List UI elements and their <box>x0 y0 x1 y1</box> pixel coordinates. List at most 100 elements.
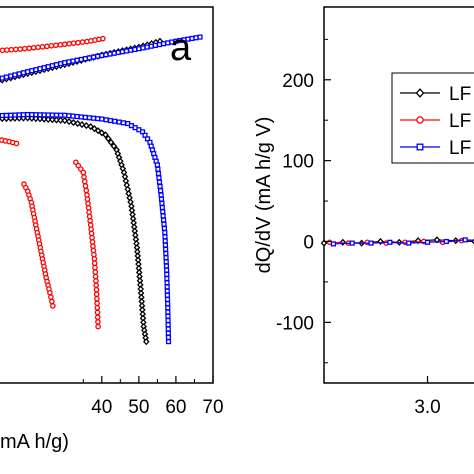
panel-a-series-2-curve-1-point <box>8 112 14 118</box>
panel-a-series-0-curve-3-point <box>93 278 99 284</box>
panel-a-series-2-curve-1-point <box>161 225 167 231</box>
panel-a-series-2-curve-1-point <box>20 112 26 118</box>
panel-a-series-2-curve-1-point <box>0 112 5 119</box>
panel-a-series-2-curve-1-point <box>165 305 171 311</box>
panel-a-series-2-curve-0-point <box>103 52 109 58</box>
panel-a-series-0-curve-2-point <box>50 303 56 309</box>
panel-a-series-2-curve-1-point <box>164 288 170 294</box>
panel-a-series-1-curve-1-point <box>83 121 90 130</box>
legend-entry-1-label: LF <box>449 111 471 132</box>
panel-a-series-0-curve-3-point <box>85 205 92 211</box>
panel-b-axis-ticks: -100 0 100 200 3.0 <box>276 38 441 418</box>
panel-a-series-0-curve-0-point <box>35 44 41 51</box>
panel-a-series-2-curve-0-point <box>78 56 84 63</box>
panel-a-series-2-curve-0-point <box>99 52 105 59</box>
panel-a-series-2-curve-1-point <box>162 230 168 236</box>
panel-a-series-1-curve-1-point <box>110 142 118 150</box>
panel-a-series-2-curve-1-point <box>158 196 165 202</box>
panel-a-series-1-curve-1-point <box>78 120 86 129</box>
panel-a-series-2-curve-1-point <box>165 334 171 340</box>
panel-a-series-2-curve-0-point <box>156 41 163 48</box>
panel-a-series-0-curve-3-point <box>92 269 99 275</box>
panel-a-series-0-curve-2-point <box>48 294 54 300</box>
panel-a-series-0-curve-0-point <box>44 43 50 50</box>
panel-a-series-2-curve-0-point <box>58 61 64 67</box>
panel-a-series-2-curve-1-point <box>95 116 101 122</box>
panel-a-plot-frame <box>0 6 214 384</box>
panel-a-series-2-curve-1-point <box>12 112 18 118</box>
panel-a-series-2-curve-0-point <box>107 51 113 57</box>
panel-a-series-0-curve-0-point <box>100 35 106 42</box>
panel-a-series-2-curve-0-point <box>90 54 97 60</box>
panel-a-series-2-curve-1-point <box>29 112 35 118</box>
panel-a-x-tick-label: 70 <box>202 397 223 418</box>
panel-a-series-2-curve-1-point <box>163 250 169 257</box>
panel-a-series-2-curve-1-point <box>49 112 55 118</box>
panel-a-series-2-curve-0-point <box>136 46 142 52</box>
panel-a-series-0-curve-0-point <box>57 41 64 48</box>
panel-a-series-1-curve-1-point <box>36 115 44 123</box>
panel-a-series-0-curve-3-point <box>95 319 101 325</box>
panel-a-series-2-curve-1-point <box>164 292 170 298</box>
panel-a-series-2-curve-1-point <box>155 166 161 172</box>
panel-b-y-axis-label: dQ/dV (mA h/g V) <box>253 117 275 274</box>
panel-a-series-0-curve-3-point <box>87 217 93 224</box>
panel-a-series-2-curve-0-point <box>128 47 134 53</box>
panel-a-series-2-curve-1-point <box>163 263 170 269</box>
panel-a-series-0-curve-1-point <box>13 140 20 147</box>
panel-a-series-2-curve-1-point <box>164 271 170 277</box>
panel-a-series-0-curve-3-point <box>94 314 101 321</box>
panel-a-series-0-curve-3-point <box>85 200 91 207</box>
panel-a-series-0-curve-0-point <box>21 45 28 52</box>
panel-b: -100 0 100 200 3.0 dQ/dV (mA h/g V) LF LF LF <box>253 6 474 418</box>
panel-a-series-2-curve-0-point <box>12 72 18 78</box>
panel-a-series-2-curve-0-point <box>123 48 130 54</box>
panel-a-series-2-curve-0-point <box>161 41 167 47</box>
panel-b-data <box>320 236 474 247</box>
panel-a-series-0-curve-0-point <box>75 39 81 46</box>
panel-a-series-0-curve-0-point <box>17 46 24 52</box>
panel-a-series-2-curve-1-point <box>164 284 170 290</box>
panel-b-series-0-point <box>320 239 328 247</box>
panel-a-series-2-curve-0-point <box>3 74 10 80</box>
panel-a-series-2-curve-1-point <box>165 317 171 324</box>
panel-a-data <box>0 34 203 346</box>
panel-a-series-0-curve-3-point <box>94 295 100 302</box>
panel-a-series-2-curve-0-point <box>197 34 203 40</box>
panel-a-series-2-curve-0-point <box>74 57 80 63</box>
panel-a-series-0-curve-0-point <box>70 40 77 46</box>
panel-a-series-1-curve-1-point <box>74 119 81 128</box>
panel-a-series-2-curve-1-point <box>163 246 169 252</box>
panel-a-series-0-curve-0-point <box>53 42 59 49</box>
panel-a-series-2-curve-1-point <box>33 112 39 118</box>
panel-a-series-2-curve-0-point <box>41 65 47 71</box>
panel-a-series-2-curve-1-point <box>103 117 109 123</box>
panel-b-series-2-point <box>368 240 374 246</box>
panel-a-series-2-curve-0-point <box>86 55 93 61</box>
panel-a-series-2-curve-1-point <box>53 112 60 118</box>
panel-b-series-2-point <box>424 239 431 245</box>
panel-a-series-0-curve-3-point <box>86 213 93 220</box>
panel-a-label: a <box>170 27 192 69</box>
panel-a-series-2-curve-1-point <box>112 118 118 124</box>
panel-a-x-tick-label: 60 <box>165 397 186 418</box>
panel-b-plot-frame <box>323 6 474 384</box>
panel-a-series-2-curve-0-point <box>37 66 43 72</box>
panel-b-series-2-point <box>349 240 355 246</box>
panel-a-series-0-curve-3-point <box>95 323 101 330</box>
panel-a-x-ticks: 40 50 60 70 <box>82 376 224 418</box>
panel-a-series-2-curve-1-point <box>163 259 169 265</box>
panel-a-series-2-curve-0-point <box>33 67 39 73</box>
panel-a-series-2-curve-1-point <box>156 179 163 185</box>
panel-a-series-0-curve-3-point <box>94 309 101 316</box>
panel-a-series-0-curve-3-point <box>93 282 100 289</box>
panel-b-x-tick-label: 3.0 <box>414 397 440 418</box>
panel-a-series-0-curve-2-point <box>49 298 55 305</box>
panel-b-y-tick-label: 200 <box>282 71 314 92</box>
legend-entry-0-marker <box>415 88 425 98</box>
panel-a-series-0-curve-0-point <box>26 45 32 52</box>
panel-a-series-0-curve-0-point <box>79 39 86 45</box>
panel-a-series-2-curve-1-point <box>157 183 163 189</box>
panel-a-series-1-curve-1-point <box>61 116 69 125</box>
panel-a-series-1-curve-1-point <box>40 115 48 123</box>
